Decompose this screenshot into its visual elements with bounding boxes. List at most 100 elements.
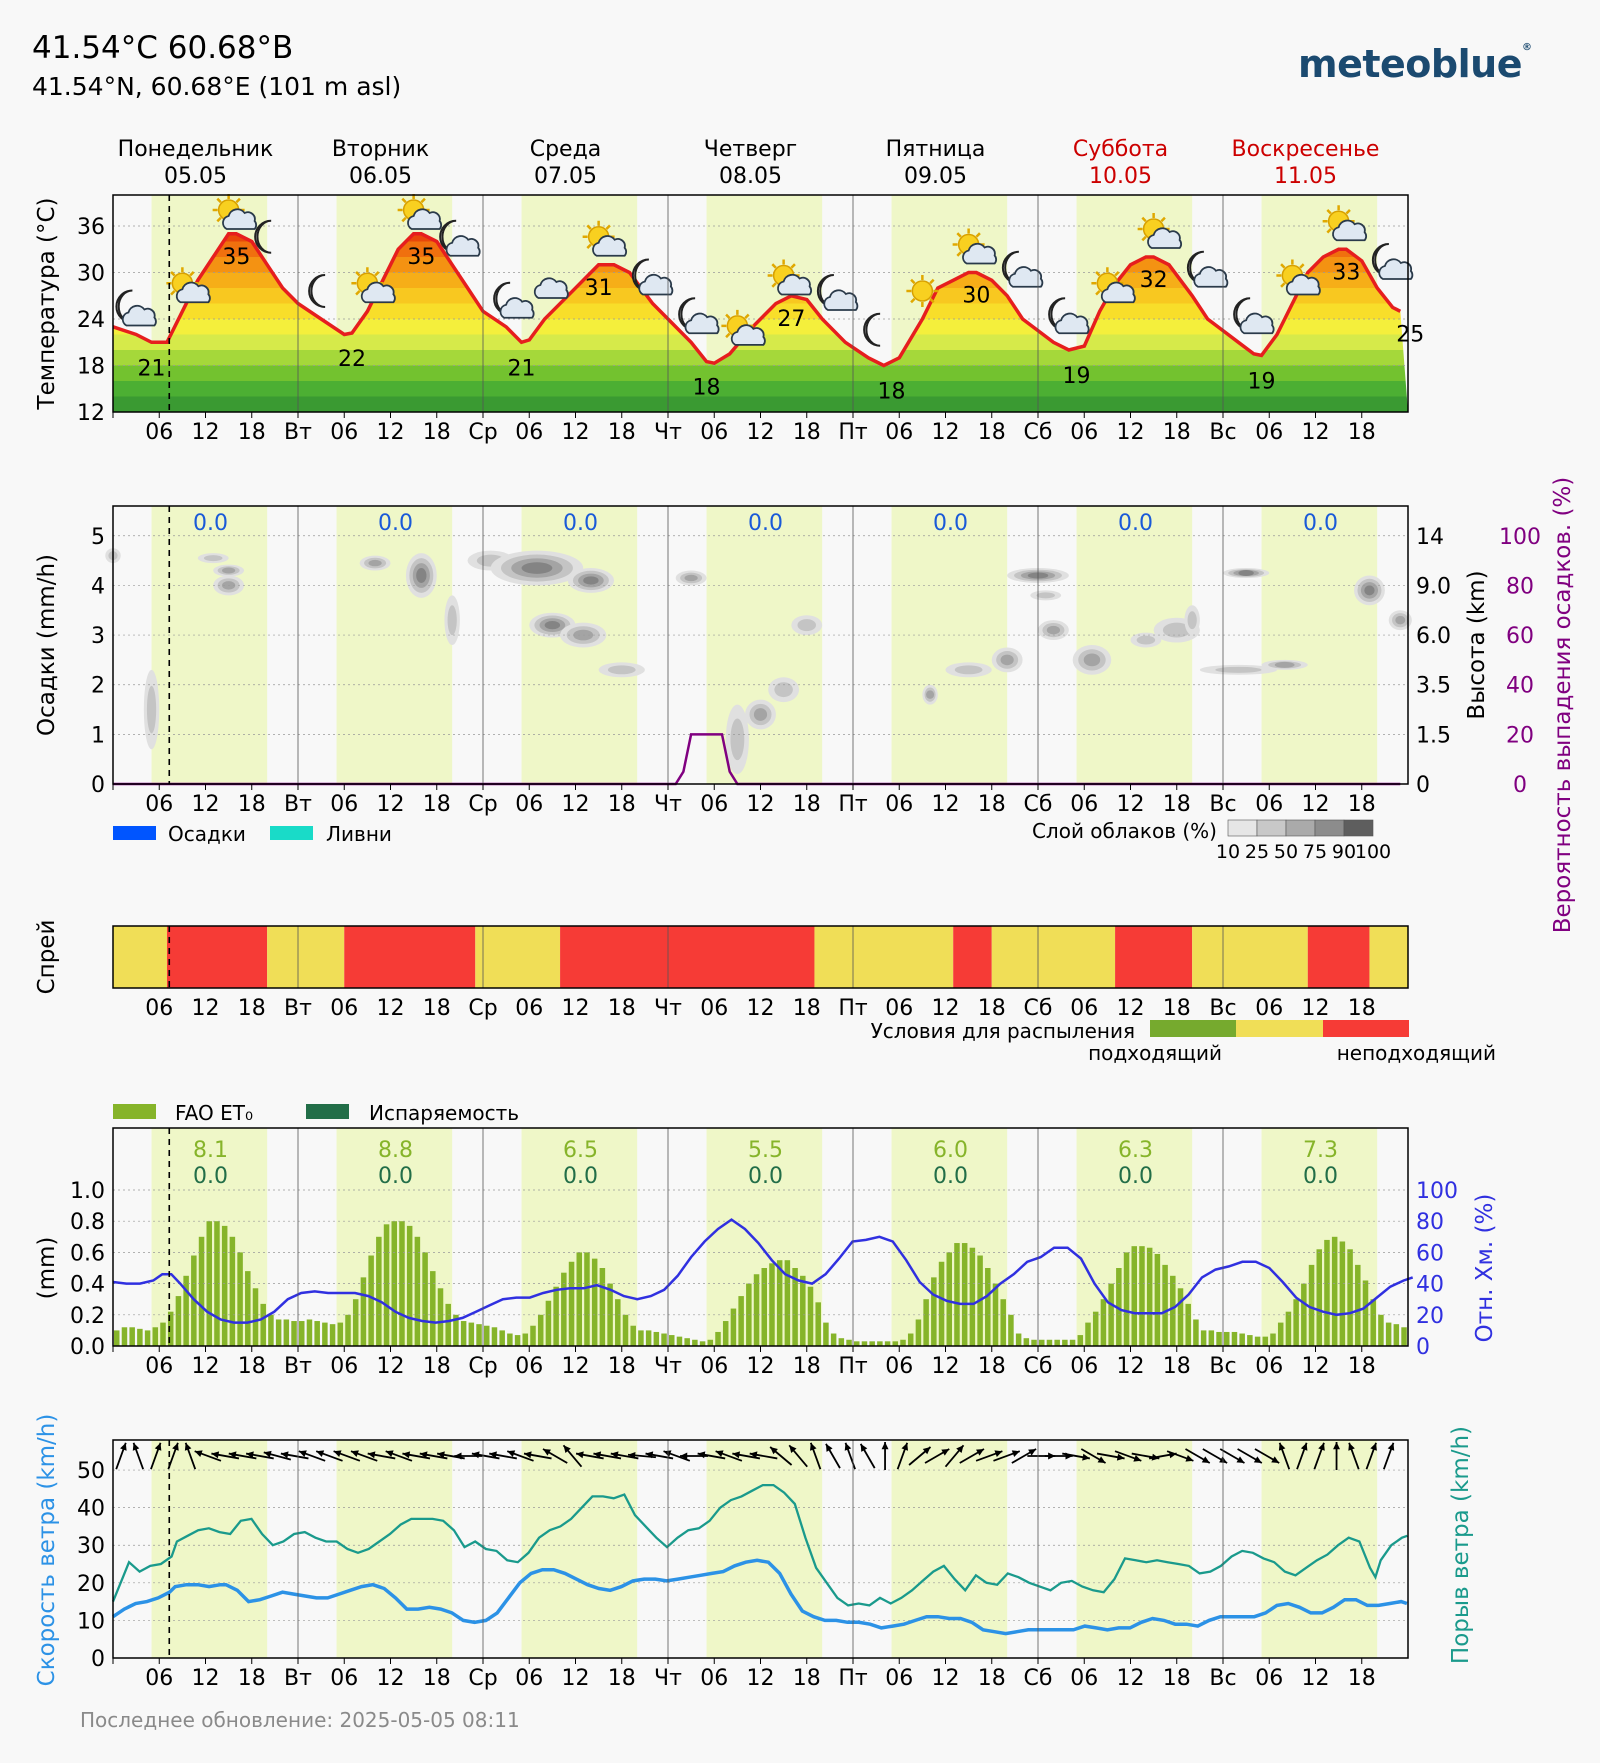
cloud-shape <box>1193 266 1229 288</box>
temp-label: 21 <box>508 356 536 381</box>
cloud-layer-blob <box>607 665 636 675</box>
precip-tick-hour: 12 <box>932 792 960 817</box>
wind-direction-arrowhead <box>901 1442 909 1451</box>
wind-direction-arrowhead <box>576 1451 584 1459</box>
precip-tick-hour: 06 <box>700 792 728 817</box>
wind-tick-hour: 18 <box>608 1666 636 1691</box>
spray-tick-hour: 12 <box>192 996 220 1021</box>
et0-bar <box>730 1308 737 1346</box>
temp-tick-day: Чт <box>654 420 682 445</box>
sun-ray <box>975 232 981 238</box>
wind-direction-arrowhead <box>402 1451 411 1459</box>
sun-ray <box>1280 263 1286 269</box>
spray-legend-bad <box>1323 1020 1409 1037</box>
temp-ytick: 12 <box>77 401 105 426</box>
wind-tick-hour: 06 <box>885 1666 913 1691</box>
cloud-layer-blob <box>1083 653 1101 667</box>
meteoblue-logo[interactable]: meteoblue® <box>1298 42 1532 86</box>
spray-tick-hour: 18 <box>608 996 636 1021</box>
temp-label: 25 <box>1396 322 1424 347</box>
wind-direction-arrowhead <box>563 1445 571 1454</box>
cloud-layer-blob <box>1215 666 1262 673</box>
cloud-layer-blob <box>222 567 236 574</box>
et0-bar <box>221 1225 228 1346</box>
wind-direction-arrowhead <box>1185 1455 1194 1462</box>
spray-tick-hour: 12 <box>1117 996 1145 1021</box>
et-tick-hour: 06 <box>515 1354 543 1379</box>
et0-bar <box>877 1341 883 1346</box>
cloud-layer-blob <box>1000 654 1014 666</box>
cloud-layer-blob <box>1364 585 1375 596</box>
temp-label: 32 <box>1140 268 1168 293</box>
gust-axis-label: Порыв ветра (km/h) <box>1448 1426 1474 1664</box>
wind-direction-arrowhead <box>627 1451 636 1459</box>
cloud-shape <box>175 281 211 304</box>
wind-direction-arrowhead <box>367 1451 376 1459</box>
wind-direction-arrowhead <box>184 1442 192 1451</box>
et0-bar <box>1154 1253 1161 1346</box>
last-updated-text: Последнее обновление: 2025-05-05 08:11 <box>80 1708 520 1732</box>
spray-legend-bad-label: неподходящий <box>1337 1041 1496 1065</box>
et0-bar <box>838 1338 845 1346</box>
et0-bar <box>484 1325 490 1346</box>
wind-ytick: 40 <box>77 1497 105 1522</box>
et0-bar <box>753 1274 760 1346</box>
et0-bar <box>591 1258 598 1346</box>
wind-direction-arrowhead <box>1236 1456 1245 1463</box>
probability-tick: 0 <box>1513 773 1527 798</box>
et0-bar <box>900 1339 906 1346</box>
et0-bar <box>514 1335 521 1346</box>
et-tick-hour: 12 <box>932 1354 960 1379</box>
et0-bar <box>707 1339 714 1346</box>
et0-bar <box>160 1322 166 1346</box>
wind-direction-arrowhead <box>333 1450 342 1457</box>
et0-bar <box>761 1268 768 1346</box>
et-tick-hour: 18 <box>238 1354 266 1379</box>
et0-bar <box>121 1327 128 1346</box>
et0-bar <box>537 1314 544 1346</box>
spray-legend-title: Условия для распыления <box>871 1019 1135 1043</box>
precip-tick-hour: 18 <box>1348 792 1376 817</box>
et0-bar <box>175 1296 182 1346</box>
et0-bar <box>445 1303 451 1346</box>
wind-daylight-3 <box>706 1440 823 1658</box>
wind-direction-arrowhead <box>454 1452 462 1460</box>
cloud-shape <box>962 242 997 265</box>
spray-axis-label: Спрей <box>34 920 60 995</box>
precip-ytick: 3 <box>91 624 105 649</box>
wind-direction-arrowhead <box>507 1450 516 1457</box>
sun-ray <box>1095 290 1101 296</box>
et0-bar <box>1254 1336 1261 1346</box>
temp-label: 30 <box>962 284 990 309</box>
spray-segment-bad <box>166 926 268 988</box>
cloud-layer-blob <box>774 682 793 698</box>
et0-bar <box>769 1263 775 1346</box>
precip-tick-hour: 06 <box>515 792 543 817</box>
sun-ray <box>910 297 916 304</box>
spray-segment-mid <box>475 926 561 988</box>
cloud-layer-blob <box>544 621 561 630</box>
et0-bar <box>252 1288 259 1346</box>
wind-direction-arrowhead <box>810 1442 817 1451</box>
wind-tick-hour: 06 <box>515 1666 543 1691</box>
wind-direction-arrowhead <box>881 1442 889 1450</box>
et-tick-hour: 12 <box>747 1354 775 1379</box>
et0-bar <box>1277 1322 1284 1346</box>
sun-ray <box>189 271 195 277</box>
legend-evap-swatch <box>306 1104 349 1119</box>
et-tick-hour: 06 <box>885 1354 913 1379</box>
cloud-shape <box>823 289 859 311</box>
wind-tick-hour: 06 <box>330 1666 358 1691</box>
et-tick-hour: 12 <box>377 1354 405 1379</box>
spray-tick-day: Сб <box>1024 996 1053 1021</box>
spray-tick-hour: 06 <box>700 996 728 1021</box>
height-tick: 14 <box>1416 525 1444 550</box>
precip-daily-total: 0.0 <box>933 511 968 536</box>
probability-tick: 40 <box>1506 674 1534 699</box>
et-tick-day: Вт <box>284 1354 312 1379</box>
cloud-layer-blob <box>797 619 816 632</box>
legend-evap-label: Испаряемость <box>369 1101 519 1125</box>
et0-bar <box>669 1335 675 1346</box>
spray-tick-hour: 18 <box>978 996 1006 1021</box>
